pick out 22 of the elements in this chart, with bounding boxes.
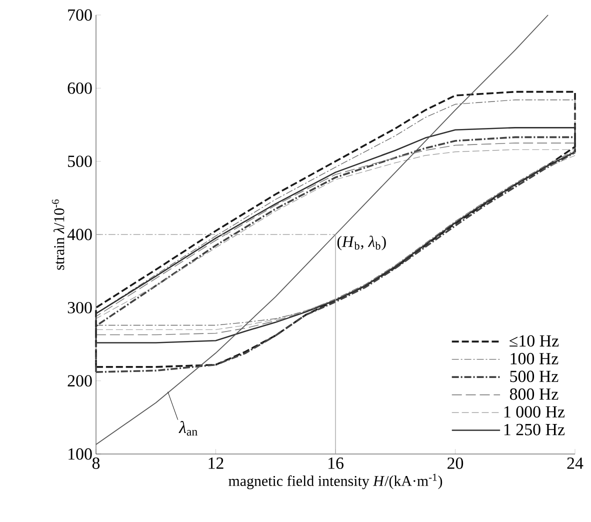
y-tick-label: 300 [68,302,92,314]
x-tick-label: 16 [328,458,344,469]
y-axis-title: strain λ/10$^{-6}$ [52,199,64,270]
legend-label: 800 Hz [510,388,558,400]
legend-label: 1 000 Hz [504,406,565,418]
legend-label: 1 250 Hz [504,424,565,436]
x-tick-label: 8 [92,458,100,469]
y-tick-label: 400 [67,228,92,240]
y-tick-label: 200 [68,375,92,387]
y-tick-label: 500 [68,156,92,168]
x-tick-label: 24 [567,458,584,469]
legend-label: 500 Hz [510,370,558,382]
y-tick-label: 700 [68,9,92,21]
legend-label: ≤10 Hz [510,335,559,347]
annotation: (H$_{b}$, λ$_{b}$) [337,236,386,250]
x-axis-title: magnetic field intensity H/(kA·m$^{-1}$) [228,474,442,490]
legend-label: 100 Hz [510,352,558,364]
y-tick-label: 600 [68,82,92,94]
annotation: λ$_{an}$ [178,421,198,436]
x-tick-label: 12 [208,458,224,469]
y-tick-label: 100 [68,448,92,460]
x-tick-label: 20 [448,458,464,469]
